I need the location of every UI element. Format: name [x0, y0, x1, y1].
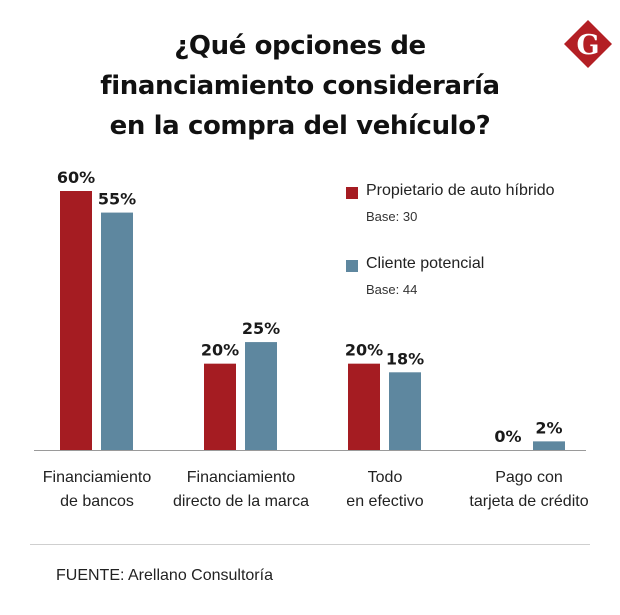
legend-swatch-red: [346, 187, 358, 199]
divider: [30, 544, 590, 545]
bar-propietario: [60, 191, 92, 450]
legend-base: Base: 44: [366, 282, 418, 297]
title-line: financiamiento consideraría: [100, 71, 500, 101]
category-label: de bancos: [60, 493, 134, 510]
legend-swatch-blue: [346, 260, 358, 272]
bar-propietario: [348, 363, 380, 450]
source-note: FUENTE: Arellano Consultoría: [56, 567, 273, 584]
data-label: 18%: [386, 349, 424, 368]
legend-label: Cliente potencial: [366, 255, 485, 272]
bar-cliente: [245, 342, 277, 450]
bar-cliente: [101, 212, 133, 450]
category-label: Pago con: [495, 469, 563, 486]
data-label: 55%: [98, 190, 136, 209]
logo-letter: G: [576, 30, 599, 61]
logo-diamond: [564, 20, 612, 68]
category-label: Financiamiento: [43, 469, 152, 486]
data-label: 20%: [345, 341, 383, 360]
title-line: ¿Qué opciones de: [174, 31, 426, 61]
category-label: en efectivo: [346, 493, 423, 510]
data-label: 60%: [57, 168, 95, 187]
category-label: tarjeta de crédito: [469, 493, 588, 510]
data-label: 2%: [535, 418, 562, 437]
category-label: Todo: [368, 469, 403, 486]
category-label: Financiamiento: [187, 469, 296, 486]
category-label: directo de la marca: [173, 493, 309, 510]
bar-cliente: [389, 372, 421, 450]
data-label: 20%: [201, 341, 239, 360]
legend-label: Propietario de auto híbrido: [366, 182, 555, 199]
bar-cliente: [533, 441, 565, 450]
chart-title: ¿Qué opciones de financiamiento consider…: [40, 26, 560, 146]
bar-propietario: [204, 363, 236, 450]
legend-base: Base: 30: [366, 209, 418, 224]
title-line: en la compra del vehículo?: [109, 111, 491, 141]
data-label: 0%: [494, 427, 521, 446]
data-label: 25%: [242, 319, 280, 338]
logo-icon: G: [564, 20, 612, 68]
